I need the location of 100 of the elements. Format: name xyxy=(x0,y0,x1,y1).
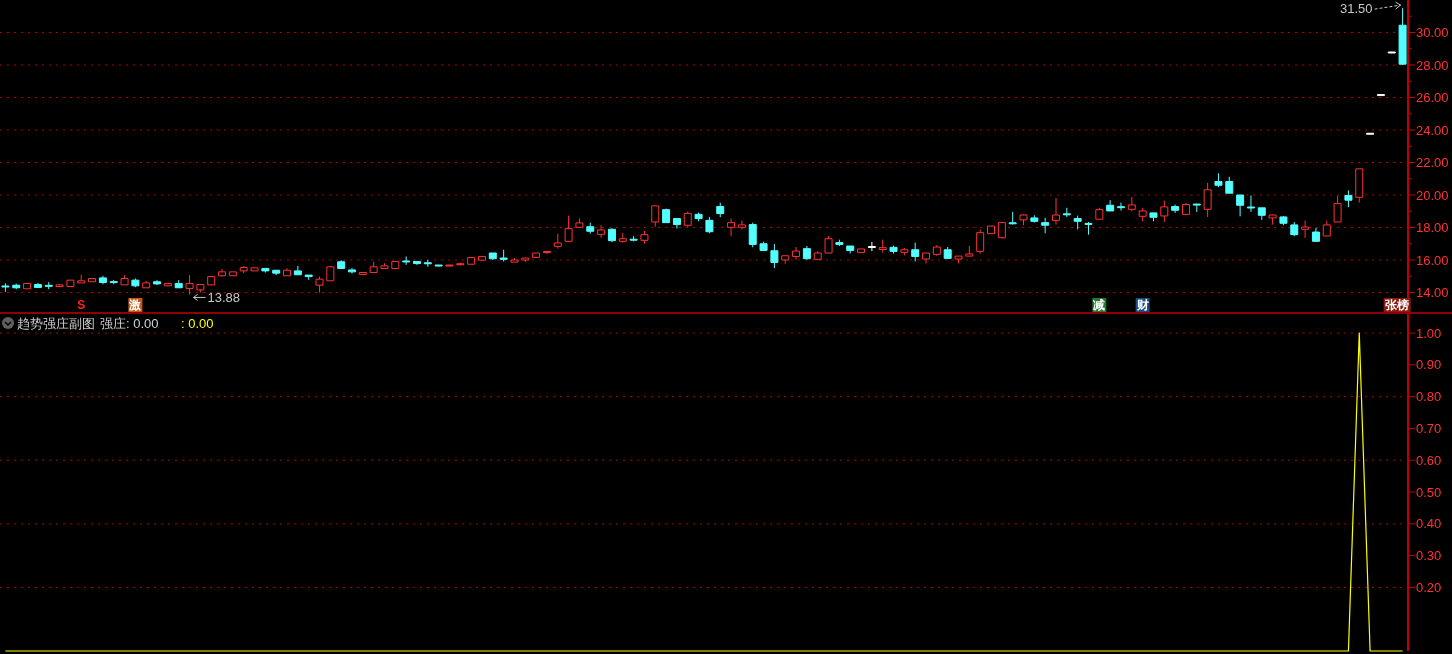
candlestick xyxy=(1149,212,1158,222)
candlestick xyxy=(759,241,768,251)
candlestick xyxy=(813,250,822,260)
candlestick xyxy=(358,272,367,276)
candlestick xyxy=(1214,172,1223,188)
candlestick xyxy=(965,245,974,257)
candlestick xyxy=(597,224,606,239)
candlestick xyxy=(412,260,421,266)
candlestick xyxy=(1225,176,1234,194)
candlestick xyxy=(272,269,281,276)
candlestick xyxy=(33,282,42,288)
candlestick xyxy=(1279,215,1288,226)
candlestick xyxy=(1257,207,1266,221)
candlestick xyxy=(694,212,703,222)
candlestick xyxy=(792,246,801,261)
candlestick xyxy=(607,227,616,243)
candlestick xyxy=(77,274,86,284)
candlestick xyxy=(662,208,671,224)
annotation: : 0.00 xyxy=(181,315,214,331)
candlestick xyxy=(997,221,1006,239)
y-tick-label: 26.00 xyxy=(1416,90,1449,106)
candlestick xyxy=(283,267,292,277)
candlestick xyxy=(640,230,649,245)
candlestick xyxy=(315,276,324,293)
annotation: 13.88 xyxy=(207,290,241,306)
candlestick xyxy=(618,232,627,244)
candlestick xyxy=(748,222,757,248)
y-tick-label: 0.80 xyxy=(1416,389,1442,405)
y-tick-label: 0.20 xyxy=(1416,579,1442,595)
candlestick xyxy=(542,251,551,255)
candlestick xyxy=(1084,221,1093,236)
candlestick xyxy=(109,279,118,285)
candlestick xyxy=(185,274,194,295)
candlestick xyxy=(737,220,746,231)
candlestick xyxy=(1366,132,1375,135)
candlestick xyxy=(1181,202,1190,216)
candlestick xyxy=(987,225,996,235)
candlestick xyxy=(348,267,356,274)
candlestick xyxy=(120,274,129,286)
candlestick xyxy=(1290,221,1299,237)
candlestick xyxy=(293,265,302,276)
candlestick xyxy=(228,271,237,277)
candlestick xyxy=(1041,217,1050,234)
y-tick-label: 18.00 xyxy=(1416,220,1449,236)
y-tick-label: 28.00 xyxy=(1416,57,1449,73)
candlestick xyxy=(218,268,227,278)
candlestick xyxy=(672,218,681,230)
candlestick xyxy=(434,264,443,267)
candlestick xyxy=(1008,211,1017,226)
candlestick xyxy=(12,283,21,290)
chart-title: 趋势强庄副图 xyxy=(17,315,95,331)
candlestick xyxy=(142,280,151,289)
candlestick xyxy=(239,265,248,274)
candlestick xyxy=(802,245,811,261)
candlestick xyxy=(1171,204,1180,214)
y-tick-label: 24.00 xyxy=(1416,122,1449,138)
candlestick xyxy=(824,235,833,254)
candlestick xyxy=(337,259,346,269)
candlestick xyxy=(456,262,465,267)
candlestick xyxy=(488,252,497,261)
candlestick xyxy=(846,245,855,254)
y-tick-label: 0.70 xyxy=(1416,421,1442,436)
candlestick xyxy=(1160,200,1169,223)
candlestick xyxy=(575,218,584,228)
y-tick-label: 22.00 xyxy=(1416,155,1449,171)
candlestick xyxy=(1355,168,1364,204)
candlestick xyxy=(976,229,985,255)
y-tick-label: 16.00 xyxy=(1416,252,1449,268)
y-tick-label: 0.60 xyxy=(1416,452,1442,468)
candlestick xyxy=(1095,207,1104,220)
candlestick xyxy=(250,267,259,272)
candlestick xyxy=(1030,214,1039,224)
annotation: 强庄: 0.00 xyxy=(100,315,159,331)
candlestick xyxy=(196,284,205,293)
candlestick xyxy=(553,233,562,250)
candlestick xyxy=(1062,207,1071,218)
candlestick xyxy=(23,283,32,290)
candlestick xyxy=(857,248,866,254)
candlestick xyxy=(207,276,216,286)
candlestick xyxy=(1333,195,1342,223)
candlestick xyxy=(1387,51,1396,54)
candlestick xyxy=(781,255,790,265)
candlestick xyxy=(55,283,64,287)
candlestick xyxy=(867,241,876,252)
candlestick xyxy=(770,243,779,269)
candlestick xyxy=(705,216,714,234)
candlestick xyxy=(423,259,432,268)
candlestick xyxy=(1246,194,1255,213)
candlestick xyxy=(532,252,541,258)
candlestick xyxy=(586,222,595,235)
candlestick xyxy=(1052,197,1060,226)
candlestick xyxy=(326,265,335,282)
candlestick xyxy=(1301,220,1310,239)
candlestick xyxy=(1192,203,1201,213)
annotation: S xyxy=(77,298,86,313)
candlestick xyxy=(391,260,400,269)
candlestick xyxy=(1203,182,1212,218)
y-tick-label: 30.00 xyxy=(1416,25,1449,41)
candlestick xyxy=(131,278,140,288)
candlestick xyxy=(467,257,476,265)
